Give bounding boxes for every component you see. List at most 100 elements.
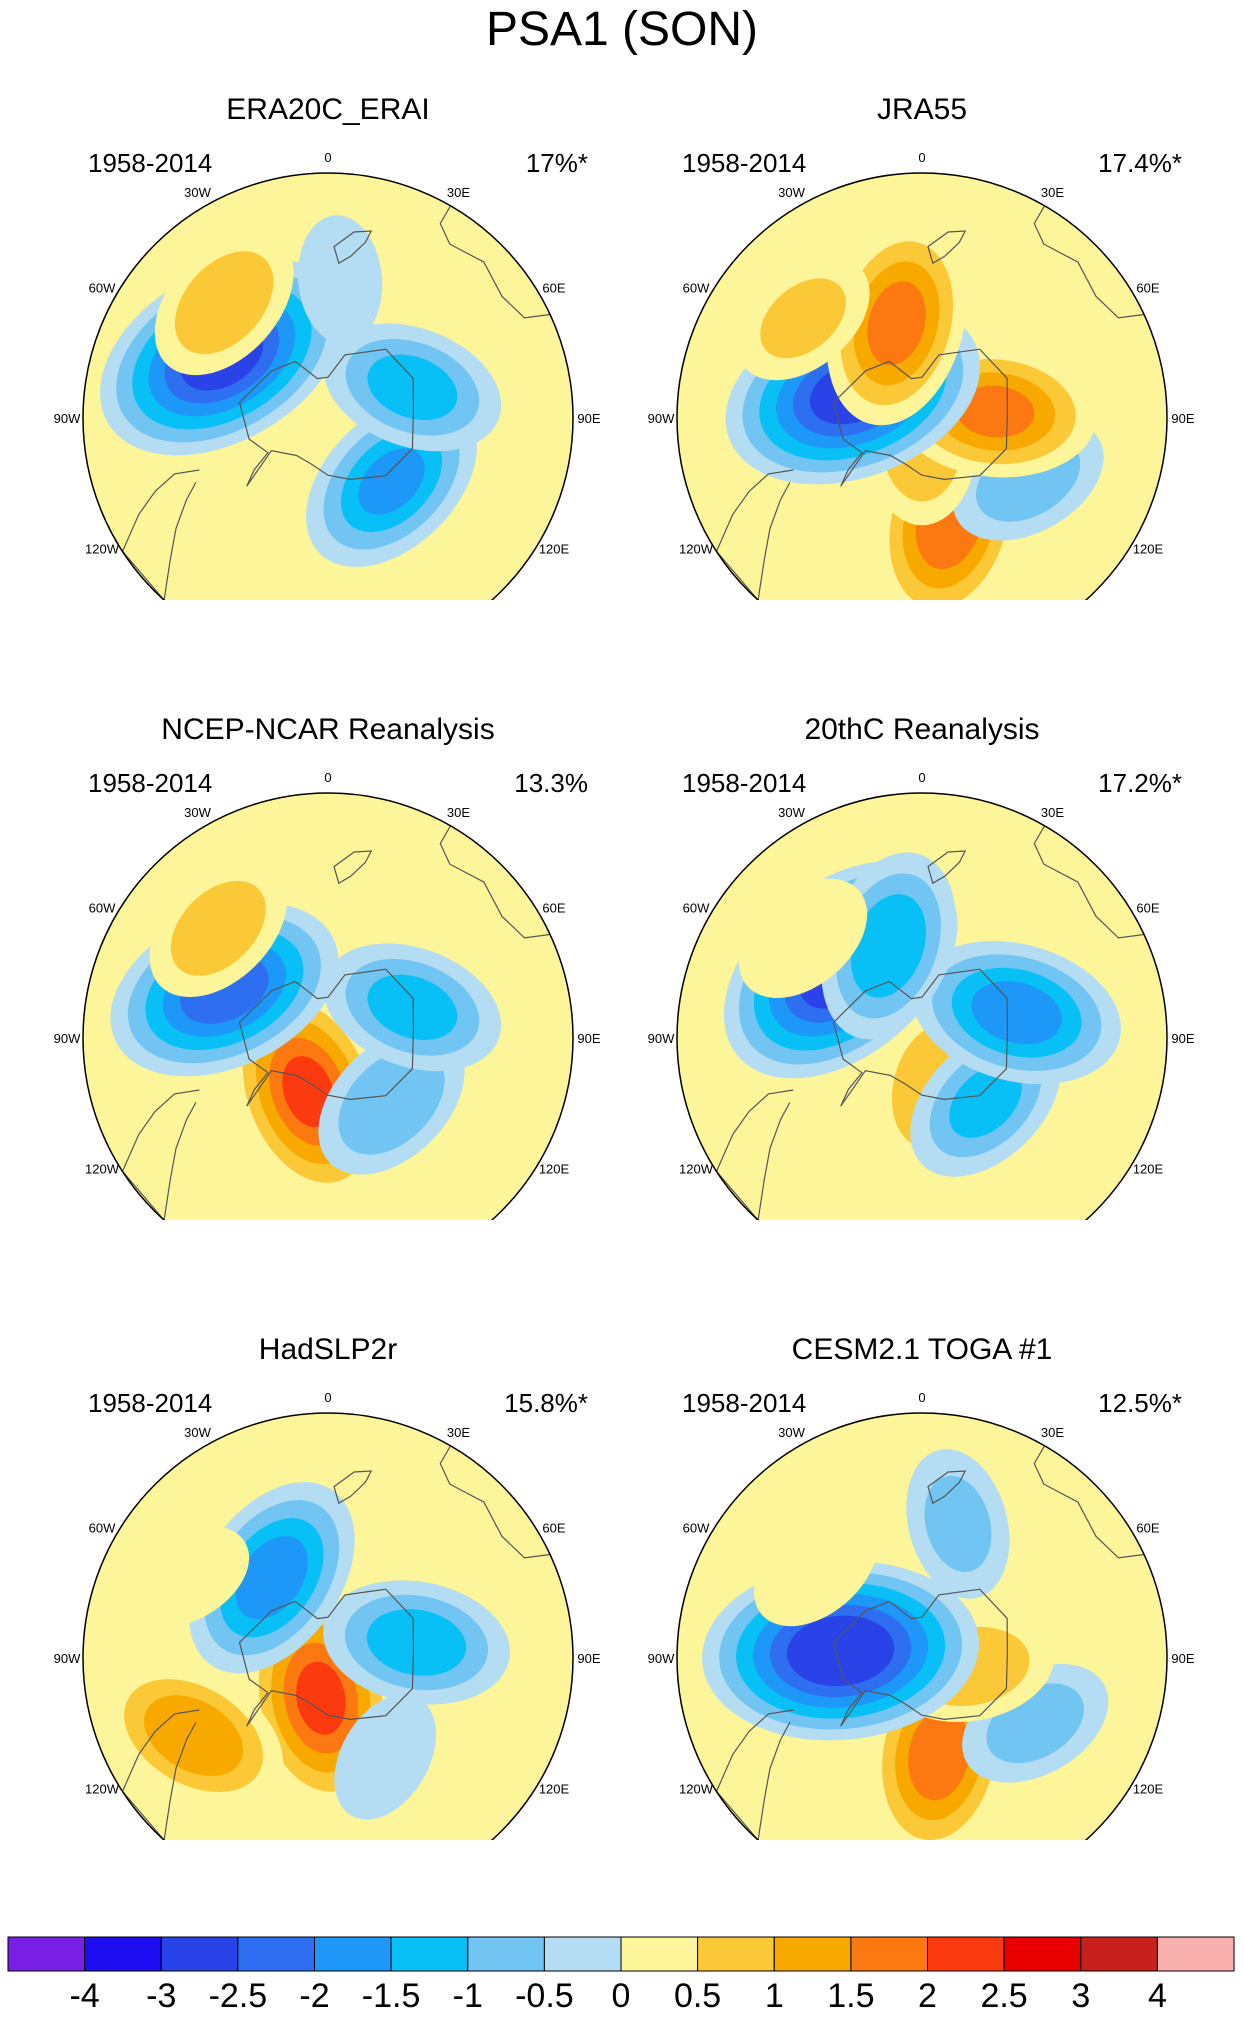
lon-label: 120W — [85, 542, 120, 557]
colorbar-bin — [773, 1936, 852, 1972]
colorbar-bin — [697, 1936, 775, 1972]
coastline-new-zealand — [927, 1470, 967, 1505]
colorbar-bin — [7, 1936, 86, 1972]
colorbar-tick-label: 2.5 — [980, 1977, 1027, 2015]
colorbar-tick-label: -0.5 — [515, 1977, 574, 2015]
coastline-antarctica — [238, 348, 415, 487]
lon-label: 120W — [85, 1782, 120, 1797]
lon-label: 90W — [648, 1031, 675, 1046]
colorbar-bin — [543, 1936, 622, 1972]
panel-cesm21-toga: 030E60E90E120E150E180150W120W90W60W30W C… — [622, 1240, 1222, 1840]
main-title: PSA1 (SON) — [485, 3, 759, 56]
panel-variance: 15.8%* — [504, 1388, 588, 1418]
lon-label: 30E — [447, 185, 470, 200]
lon-label: 60W — [89, 281, 116, 296]
coastline-south-america — [121, 1089, 200, 1220]
anomaly-band — [123, 1525, 250, 1628]
coastline-australia — [439, 205, 551, 319]
lon-label: 90E — [1171, 1651, 1194, 1666]
lon-label: 0 — [918, 770, 925, 785]
lon-label: 60W — [89, 1521, 116, 1536]
lon-label: 120E — [1133, 1162, 1164, 1177]
anomaly-band — [739, 878, 868, 998]
panel-title: HadSLP2r — [258, 1333, 398, 1366]
panel-title: ERA20C_ERAI — [226, 93, 430, 126]
panel-jra55: 030E60E90E120E150E180150W120W90W60W30W J… — [622, 0, 1222, 600]
colorbar-bin — [1156, 1936, 1235, 1972]
colorbar-tick-label: -2 — [299, 1977, 329, 2015]
panel-title: NCEP-NCAR Reanalysis — [161, 713, 495, 746]
colorbar-bin — [1080, 1936, 1158, 1972]
anomaly-band — [174, 251, 274, 355]
panel-period: 1958-2014 — [682, 768, 807, 798]
coastline-antarctica — [832, 1588, 1009, 1727]
panel-title: 20thC Reanalysis — [804, 713, 1040, 746]
anomaly-band — [908, 1708, 970, 1801]
lon-label: 120E — [539, 1162, 570, 1177]
lon-label: 30W — [184, 185, 211, 200]
coastline-new-zealand — [927, 850, 967, 885]
colorbar-tick-label: 0.5 — [674, 1977, 721, 2015]
anomaly-band — [367, 974, 458, 1040]
map-border — [676, 1412, 1168, 1840]
panel-period: 1958-2014 — [88, 148, 213, 178]
lon-label: 90W — [648, 1651, 675, 1666]
lon-label: 30E — [1041, 805, 1064, 820]
map-border — [676, 792, 1168, 1220]
coastline-new-zealand — [333, 230, 373, 265]
colorbar-tick-label: -2.5 — [209, 1977, 268, 2015]
map-border — [676, 172, 1168, 600]
anomaly-band — [366, 1609, 467, 1676]
anomaly-band — [338, 1048, 445, 1155]
coastline-australia — [439, 825, 551, 939]
anomaly-band — [850, 894, 927, 998]
lon-label: 0 — [918, 150, 925, 165]
coastline-new-zealand — [927, 230, 967, 265]
lon-label: 30E — [1041, 185, 1064, 200]
anomaly-band — [297, 215, 383, 345]
panel-period: 1958-2014 — [88, 1388, 213, 1418]
lon-label: 120E — [539, 542, 570, 557]
colorbar-bin — [850, 1936, 929, 1972]
lon-label: 60W — [683, 281, 710, 296]
anomaly-band — [334, 1694, 437, 1820]
coastline-antarctica — [832, 348, 1009, 487]
anomaly-band — [971, 981, 1062, 1045]
lon-label: 60E — [1136, 1521, 1159, 1536]
lon-label: 90E — [577, 411, 600, 426]
coastline-south-america — [715, 1089, 794, 1220]
anomaly-band — [949, 1065, 1022, 1138]
colorbar-tick-label: 1.5 — [827, 1977, 874, 2015]
polar-map: 030E60E90E120E150E180150W120W90W60W30W — [648, 770, 1195, 1220]
lon-label: 60E — [542, 1521, 565, 1536]
colorbar-tick-label: 1 — [765, 1977, 784, 2015]
anomaly-band — [367, 354, 458, 420]
panel-hadslp2r: 030E60E90E120E150E180150W120W90W60W30W H… — [28, 1240, 628, 1840]
polar-map: 030E60E90E120E150E180150W120W90W60W30W — [54, 1390, 601, 1840]
coastline-south-america — [121, 469, 200, 600]
lon-label: 60W — [683, 1521, 710, 1536]
anomaly-band — [786, 1615, 895, 1687]
lon-label: 30W — [184, 1425, 211, 1440]
colorbar-tick-label: 0 — [612, 1977, 631, 2015]
colorbar-tick-label: 3 — [1071, 1977, 1090, 2015]
lon-label: 90E — [1171, 411, 1194, 426]
lon-label: 120W — [679, 542, 714, 557]
lon-label: 0 — [918, 1390, 925, 1405]
lon-label: 90E — [577, 1031, 600, 1046]
anomaly-band — [235, 1536, 309, 1620]
colorbar-bin — [390, 1936, 469, 1972]
lon-label: 30E — [1041, 1425, 1064, 1440]
panel-variance: 17.4%* — [1098, 148, 1182, 178]
map-border — [82, 792, 574, 1220]
panel-variance: 17%* — [525, 148, 588, 178]
panel-title: JRA55 — [876, 93, 968, 126]
coastline-australia — [1033, 825, 1145, 939]
colorbar-tick-label: -3 — [146, 1977, 176, 2015]
lon-label: 90W — [54, 411, 81, 426]
panel-variance: 13.3% — [514, 768, 588, 798]
panel-variance: 12.5%* — [1098, 1388, 1182, 1418]
panel-variance: 17.2%* — [1098, 768, 1182, 798]
colorbar-bin — [620, 1936, 699, 1972]
coastline-antarctica — [238, 1588, 415, 1727]
